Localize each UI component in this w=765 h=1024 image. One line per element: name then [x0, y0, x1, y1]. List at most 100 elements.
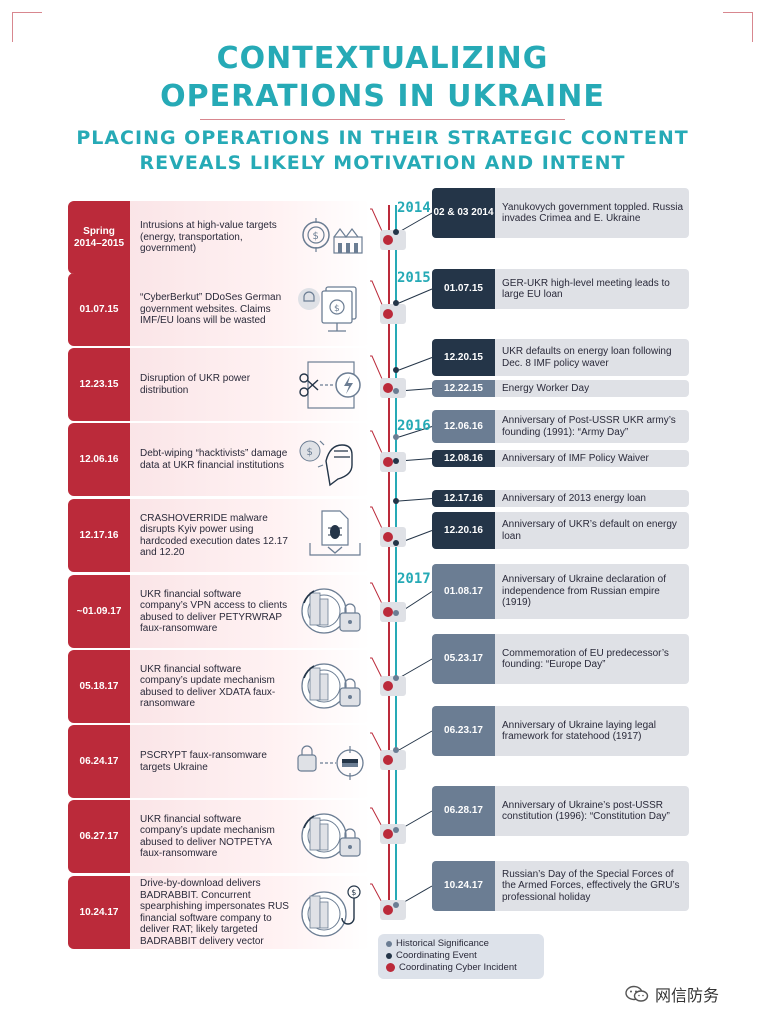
event-date: 06.28.17	[432, 786, 495, 836]
title-line-2: OPERATIONS IN UKRAINE	[160, 79, 605, 114]
event-dot	[393, 498, 399, 504]
event-text: Energy Worker Day	[502, 382, 590, 394]
svg-text:$: $	[307, 447, 313, 458]
cyber-incident-text: UKR financial software company’s VPN acc…	[140, 588, 288, 635]
event-dot	[393, 367, 399, 373]
legend-item-coordinating: Coordinating Event	[386, 950, 477, 961]
event-card: 12.06.16 Anniversary of Post-USSR UKR arm…	[432, 410, 689, 443]
fist-money-icon: $	[296, 431, 366, 489]
watermark: 网信防务	[625, 982, 719, 1006]
event-connector	[398, 357, 433, 371]
event-date: 01.08.17	[432, 564, 495, 619]
cyber-incident-text: UKR financial software company’s update …	[140, 663, 276, 710]
lock-target-flag-icon	[296, 733, 366, 791]
cyber-incident-date: 06.24.17	[68, 725, 130, 798]
cyber-incident-text: PSCRYPT faux-ransomware targets Ukraine	[140, 750, 267, 773]
cyber-incident-text: Debt-wiping “hacktivists” damage data at…	[140, 448, 288, 471]
event-text: Anniversary of IMF Policy Waiver	[502, 452, 649, 464]
cyber-incident-card: 12.17.16 CRASHOVERRIDE malware disrupts K…	[68, 499, 370, 572]
event-dot	[393, 747, 399, 753]
cyber-incident-date: 12.06.16	[68, 423, 130, 496]
legend-label-cyber: Coordinating Cyber Incident	[399, 962, 517, 973]
cyber-incident-dot	[383, 457, 393, 467]
incident-connector	[370, 430, 387, 463]
corner-mark-right	[723, 12, 753, 42]
event-text: Anniversary of 2013 energy loan	[502, 492, 646, 504]
cyber-incident-date: 12.23.15	[68, 348, 130, 421]
event-text: Yanukovych government toppled. Russia in…	[502, 201, 684, 225]
cyber-incident-dot	[383, 755, 393, 765]
svg-text:$: $	[334, 304, 340, 314]
cyber-incident-dot	[383, 607, 393, 617]
year-label-2014: 2014	[397, 200, 431, 216]
subtitle-line-2: REVEALS LIKELY MOTIVATION AND INTENT	[139, 152, 626, 174]
skull-monitor-money-icon: $	[296, 281, 366, 339]
cyber-incident-date: Spring 2014–2015	[68, 201, 130, 274]
cyber-incident-dot	[383, 235, 393, 245]
event-card: 12.20.15 UKR defaults on energy loan foll…	[432, 339, 689, 376]
event-card: 02 & 03 2014 Yanukovych government topple…	[432, 188, 689, 238]
event-dot	[393, 827, 399, 833]
subtitle-line-1: PLACING OPERATIONS IN THEIR STRATEGIC CO…	[76, 127, 689, 149]
target-money-factory-icon: $	[296, 209, 366, 267]
cyber-incident-card: ~01.09.17 UKR financial software company’…	[68, 575, 370, 648]
legend-dot-historical	[386, 940, 392, 947]
event-dot	[393, 610, 399, 616]
legend-label-coordinating: Coordinating Event	[396, 950, 477, 961]
event-text: Anniversary of Ukraine’s post-USSR const…	[502, 799, 670, 823]
event-card: 05.23.17 Commemoration of EU predecessor’…	[432, 634, 689, 684]
cut-power-icon	[296, 356, 366, 414]
timeline-axis-events	[395, 205, 397, 915]
cyber-incident-dot	[383, 532, 393, 542]
event-dot	[393, 388, 399, 394]
event-card: 10.24.17 Russian’s Day of the Special For…	[432, 861, 689, 911]
event-date: 12.20.16	[432, 512, 495, 549]
timeline-axis-cyber	[388, 205, 390, 915]
corner-mark-left	[12, 12, 42, 42]
watermark-text: 网信防务	[655, 988, 720, 1005]
event-date: 06.23.17	[432, 706, 495, 756]
legend-label-historical: Historical Significance	[396, 938, 489, 949]
event-dot	[393, 675, 399, 681]
incident-connector	[370, 208, 387, 241]
event-card: 01.07.15 GER-UKR high-level meeting leads…	[432, 269, 689, 309]
event-dot	[393, 434, 399, 440]
cyber-incident-text: Drive-by-download delivers BADRABBIT. Co…	[140, 878, 289, 947]
event-date: 02 & 03 2014	[432, 188, 495, 238]
cyber-incident-date: 05.18.17	[68, 650, 130, 723]
event-date: 12.08.16	[432, 450, 495, 467]
event-dot	[393, 458, 399, 464]
cyber-incident-card: 05.18.17 UKR financial software company’s…	[68, 650, 370, 723]
event-date: 12.06.16	[432, 410, 495, 443]
cyber-incident-card: 12.23.15 Disruption of UKR power distribu…	[68, 348, 370, 421]
incident-connector	[370, 280, 387, 315]
cyber-incident-text: Intrusions at high-value targets (energy…	[140, 220, 277, 255]
event-connector	[398, 498, 433, 502]
cyber-incident-card: 10.24.17 Drive-by-download delivers BADRA…	[68, 876, 370, 949]
event-date: 12.20.15	[432, 339, 495, 376]
event-card: 12.17.16 Anniversary of 2013 energy loan	[432, 490, 689, 507]
event-text: GER-UKR high-level meeting leads to larg…	[502, 277, 670, 301]
cyber-incident-card: 06.27.17 UKR financial software company’s…	[68, 800, 370, 873]
legend-item-cyber: Coordinating Cyber Incident	[386, 962, 517, 973]
cyber-incident-card: Spring 2014–2015 Intrusions at high-value…	[68, 201, 370, 274]
cyber-incident-dot	[383, 383, 393, 393]
legend-dot-cyber	[386, 963, 395, 972]
year-label-2017: 2017	[397, 571, 431, 587]
event-text: Russian’s Day of the Special Forces of t…	[502, 868, 680, 903]
title-line-1: CONTEXTUALIZING	[216, 41, 549, 76]
event-date: 10.24.17	[432, 861, 495, 911]
event-text: Anniversary of Ukraine laying legal fram…	[502, 719, 656, 743]
event-connector	[398, 658, 433, 679]
event-dot	[393, 540, 399, 546]
event-card: 06.23.17 Anniversary of Ukraine laying le…	[432, 706, 689, 756]
cyber-incident-dot	[383, 681, 393, 691]
event-text: Anniversary of UKR’s default on energy l…	[502, 519, 677, 542]
event-card: 06.28.17 Anniversary of Ukraine’s post-US…	[432, 786, 689, 836]
globe-hook-icon: $	[296, 884, 366, 942]
cyber-incident-dot	[383, 309, 393, 319]
globe-lock-icon	[296, 808, 366, 866]
year-label-2015: 2015	[397, 270, 431, 286]
event-text: Anniversary of Post-USSR UKR army’s foun…	[502, 415, 676, 438]
event-card: 12.08.16 Anniversary of IMF Policy Waiver	[432, 450, 689, 467]
